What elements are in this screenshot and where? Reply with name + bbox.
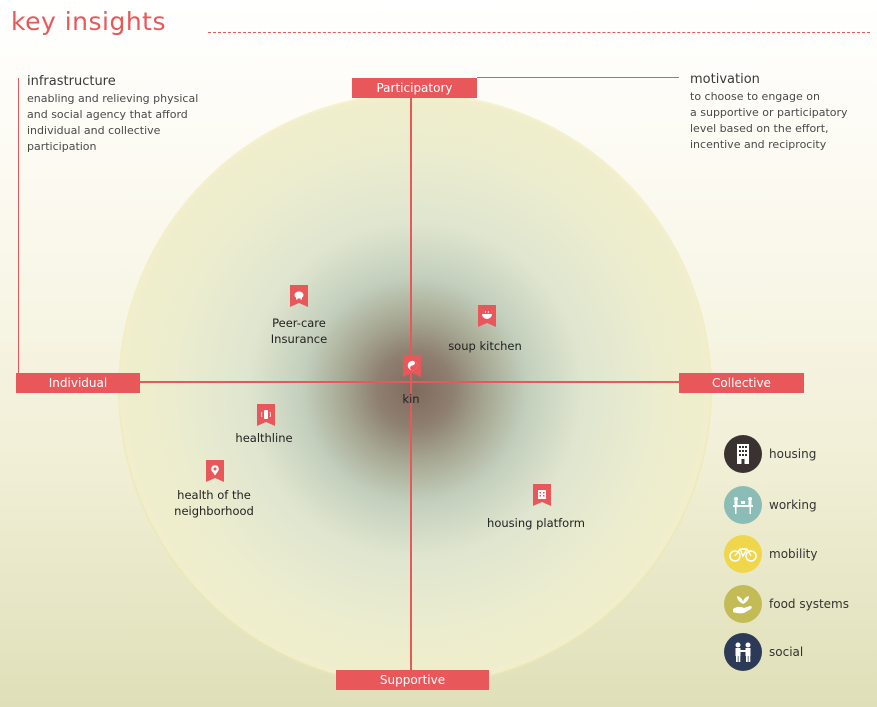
legend-item-mobility: mobility: [724, 535, 817, 573]
infrastructure-line: and social agency that afford: [27, 108, 188, 121]
node-label-health-neighborhood: health of the neighborhood: [168, 487, 260, 519]
vertical-axis: [410, 97, 412, 681]
infrastructure-line: participation: [27, 140, 97, 153]
infrastructure-line: enabling and relieving physical: [27, 92, 199, 105]
motivation-line: level based on the effort,: [690, 122, 829, 135]
legend-label: social: [769, 645, 804, 659]
horizontal-axis: [20, 381, 798, 383]
node-label-kin: kin: [402, 392, 420, 406]
title-divider: [208, 32, 870, 33]
axis-label-participatory: Participatory: [352, 78, 477, 98]
motivation-bracket-horizontal: [477, 77, 679, 78]
legend-label: working: [769, 498, 817, 512]
location-heart-icon[interactable]: [206, 460, 224, 482]
motivation-note: motivation to choose to engage on a supp…: [690, 72, 848, 153]
legend-item-housing: housing: [724, 435, 816, 473]
yin-yang-icon[interactable]: [403, 355, 421, 377]
axis-label-supportive: Supportive: [336, 670, 489, 690]
page-title: key insights: [11, 7, 167, 36]
desk-meeting-icon: [724, 486, 762, 524]
infrastructure-bracket-vertical: [18, 78, 19, 382]
infrastructure-line: individual and collective: [27, 124, 161, 137]
legend-label: mobility: [769, 547, 818, 561]
phone-icon[interactable]: [257, 404, 275, 426]
legend-label: food systems: [769, 597, 849, 611]
legend-item-food-systems: food systems: [724, 585, 849, 623]
bowl-icon[interactable]: [478, 305, 496, 327]
motivation-title: motivation: [690, 72, 760, 87]
radial-gradient-disc: [120, 95, 710, 685]
infrastructure-title: infrastructure: [27, 74, 116, 89]
node-label-peer-care: Peer-care Insurance: [262, 315, 336, 347]
legend-item-social: social: [724, 633, 803, 671]
hand-plant-icon: [724, 585, 762, 623]
axis-label-collective: Collective: [679, 373, 804, 393]
node-text: Insurance: [270, 332, 328, 346]
node-label-healthline: healthline: [235, 431, 293, 445]
axis-label-individual: Individual: [16, 373, 140, 393]
piggy-bank-icon[interactable]: [290, 285, 308, 307]
infrastructure-note: infrastructure enabling and relieving ph…: [27, 74, 198, 155]
legend-item-working: working: [724, 486, 817, 524]
motivation-line: a supportive or participatory: [690, 106, 848, 119]
node-text: neighborhood: [174, 504, 254, 518]
node-label-soup-kitchen: soup kitchen: [448, 339, 522, 353]
node-label-housing-platform: housing platform: [487, 516, 585, 530]
motivation-line: incentive and reciprocity: [690, 138, 827, 151]
building-icon[interactable]: [533, 484, 551, 506]
building-icon: [724, 435, 762, 473]
node-text: Peer-care: [272, 316, 326, 330]
bicycle-icon: [724, 535, 762, 573]
handshake-icon: [724, 633, 762, 671]
legend-label: housing: [769, 447, 817, 461]
motivation-line: to choose to engage on: [690, 90, 820, 103]
node-text: health of the: [177, 488, 251, 502]
